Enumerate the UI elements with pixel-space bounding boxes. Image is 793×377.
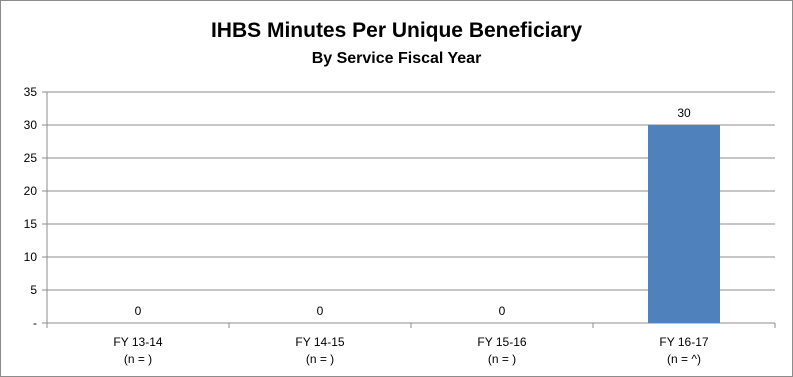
data-label: 0 (135, 304, 142, 318)
data-label: 30 (677, 106, 691, 120)
x-tick-label: FY 15-16 (477, 335, 526, 349)
chart-title: IHBS Minutes Per Unique Beneficiary (210, 19, 583, 42)
x-tick-sublabel: (n = ) (488, 352, 516, 366)
y-tick-label: 10 (24, 250, 38, 264)
y-tick-label: 35 (24, 85, 38, 99)
bar (648, 125, 720, 323)
y-tick-label: 25 (24, 151, 38, 165)
data-label: 0 (317, 304, 324, 318)
x-tick-label: FY 13-14 (113, 335, 162, 349)
data-label: 0 (499, 304, 506, 318)
y-tick-label: - (33, 316, 37, 330)
x-tick-sublabel: (n = ) (124, 352, 152, 366)
x-tick-label: FY 16-17 (659, 335, 708, 349)
y-tick-label: 20 (24, 184, 38, 198)
y-tick-label: 30 (24, 118, 38, 132)
x-tick-sublabel: (n = ^) (667, 352, 701, 366)
y-tick-label: 5 (30, 283, 37, 297)
chart-subtitle: By Service Fiscal Year (311, 50, 482, 67)
x-tick-label: FY 14-15 (295, 335, 344, 349)
x-tick-sublabel: (n = ) (306, 352, 334, 366)
y-tick-label: 15 (24, 217, 38, 231)
